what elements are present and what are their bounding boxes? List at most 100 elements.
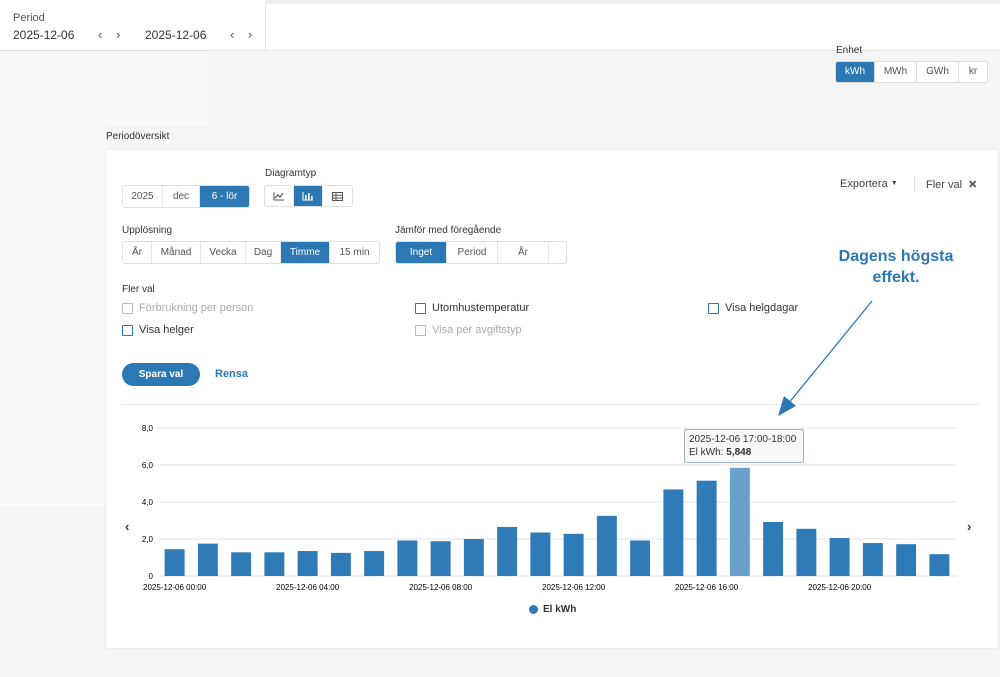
compare-more-button[interactable] — [549, 242, 566, 263]
resolution-label: Upplösning — [122, 225, 173, 236]
bar[interactable] — [463, 539, 484, 576]
end-prev-chevron-icon[interactable]: ‹ — [230, 27, 235, 42]
export-label: Exportera — [840, 178, 888, 190]
tooltip-value-row: El kWh: 5,848 — [689, 446, 799, 459]
x-tick-label: 2025-12-06 08:00 — [409, 583, 473, 592]
holidays-checkbox[interactable]: Visa helgdagar — [708, 302, 798, 314]
line-chart-icon[interactable] — [265, 186, 294, 206]
per-fee-type-checkbox[interactable]: Visa per avgiftstyp — [415, 324, 522, 336]
start-date[interactable]: 2025-12-06 — [13, 28, 75, 42]
bar[interactable] — [430, 541, 451, 576]
resolution-15min-button[interactable]: 15 min — [339, 247, 370, 258]
y-tick-label: 2,0 — [142, 535, 154, 544]
y-tick-label: 6,0 — [142, 461, 154, 470]
year-selector[interactable]: 2025 — [123, 186, 163, 207]
chart-next-chevron-icon[interactable]: › — [967, 519, 972, 534]
unit-label: Enhet — [836, 45, 863, 56]
export-button[interactable]: Exportera ▼ — [840, 178, 898, 190]
tooltip-value: 5,848 — [726, 447, 752, 458]
bar[interactable] — [330, 552, 351, 576]
per-person-checkbox[interactable]: Förbrukning per person — [122, 302, 253, 314]
bar[interactable] — [563, 533, 584, 576]
compare-label: Jämför med föregående — [395, 225, 502, 236]
resolution-hour-button[interactable]: Timme — [281, 242, 330, 263]
bar[interactable] — [231, 552, 252, 576]
outdoor-temperature-checkbox-label: Utomhustemperatur — [432, 302, 530, 314]
weekends-checkbox-label: Visa helger — [139, 324, 194, 336]
month-selector[interactable]: dec — [163, 186, 200, 207]
bar[interactable] — [729, 467, 750, 576]
toolbar-divider — [914, 176, 915, 192]
bar[interactable] — [829, 538, 850, 576]
end-date[interactable]: 2025-12-06 — [145, 28, 207, 42]
bar[interactable] — [497, 526, 518, 576]
resolution-year-button[interactable]: År — [123, 242, 152, 263]
tooltip-series-label: El kWh: — [689, 447, 724, 458]
resolution-month-button[interactable]: Månad — [152, 242, 201, 263]
end-next-chevron-icon[interactable]: › — [248, 27, 253, 42]
period-label: Period — [13, 12, 45, 24]
checkbox-box — [415, 324, 426, 336]
bar-chart-icon[interactable] — [294, 186, 323, 206]
unit-kwh-button[interactable]: kWh — [836, 62, 875, 82]
bar[interactable] — [763, 521, 784, 576]
annotation-text: Dagens högsta effekt. — [806, 246, 986, 288]
weekends-checkbox[interactable]: Visa helger — [122, 324, 194, 336]
close-icon: ✕ — [968, 179, 978, 191]
x-tick-label: 2025-12-06 04:00 — [276, 583, 340, 592]
bar[interactable] — [929, 554, 950, 576]
left-panel-lower — [0, 126, 106, 506]
bar[interactable] — [862, 543, 883, 576]
diagram-type-selector — [264, 185, 353, 207]
resolution-day-button[interactable]: Dag — [246, 242, 281, 263]
bar[interactable] — [663, 489, 684, 576]
resolution-week-button[interactable]: Vecka — [201, 242, 246, 263]
bar[interactable] — [530, 532, 551, 576]
table-icon[interactable] — [323, 186, 352, 206]
bar[interactable] — [796, 528, 817, 576]
compare-none-button[interactable]: Inget — [396, 242, 447, 263]
bar[interactable] — [896, 544, 917, 576]
holidays-checkbox-label: Visa helgdagar — [725, 302, 799, 314]
y-tick-label: 8,0 — [142, 424, 154, 433]
outdoor-temperature-checkbox[interactable]: Utomhustemperatur — [415, 302, 529, 314]
checkbox-box — [708, 302, 719, 314]
checkbox-box — [122, 302, 133, 314]
checkbox-box — [122, 324, 133, 336]
bar[interactable] — [297, 551, 318, 576]
bar[interactable] — [397, 540, 418, 576]
compare-period-button[interactable]: Period — [447, 242, 498, 263]
legend-marker — [529, 605, 538, 614]
unit-gwh-button[interactable]: GWh — [917, 62, 959, 82]
save-button[interactable]: Spara val — [122, 363, 200, 386]
x-tick-label: 2025-12-06 20:00 — [808, 583, 872, 592]
bar[interactable] — [197, 543, 218, 576]
legend-label: El kWh — [543, 604, 577, 615]
bar[interactable] — [264, 552, 285, 576]
checkbox-box — [415, 302, 426, 314]
unit-mwh-button[interactable]: MWh — [875, 62, 917, 82]
bar[interactable] — [364, 551, 385, 576]
bar[interactable] — [696, 480, 717, 576]
bar[interactable] — [630, 540, 651, 576]
unit-kr-button[interactable]: kr — [968, 66, 978, 77]
period-overview-card: 2025 dec 6 - lör Diagramtyp Exportera ▼ … — [106, 150, 998, 648]
y-tick-label: 4,0 — [142, 498, 154, 507]
chart-prev-chevron-icon[interactable]: ‹ — [125, 519, 130, 534]
period-bar: Period 2025-12-06 ‹ › 2025-12-06 ‹ › — [0, 0, 1000, 51]
more-options-toggle[interactable]: Fler val ✕ — [926, 178, 977, 191]
bar[interactable] — [164, 549, 185, 576]
day-selector[interactable]: 6 - lör — [200, 186, 249, 207]
date-picker: 2025 dec 6 - lör — [122, 185, 250, 208]
more-options-label: Fler val — [122, 284, 155, 295]
unit-selector: kWh MWh GWh kr — [835, 61, 988, 83]
clear-link[interactable]: Rensa — [215, 368, 249, 380]
caret-down-icon: ▼ — [890, 180, 898, 187]
annotation-line-2: effekt. — [872, 269, 920, 286]
chart-legend[interactable]: El kWh — [529, 604, 576, 615]
start-next-chevron-icon[interactable]: › — [116, 27, 121, 42]
bar[interactable] — [596, 515, 617, 576]
divider — [122, 404, 980, 405]
start-prev-chevron-icon[interactable]: ‹ — [98, 27, 103, 42]
compare-year-button[interactable]: År — [498, 242, 549, 263]
